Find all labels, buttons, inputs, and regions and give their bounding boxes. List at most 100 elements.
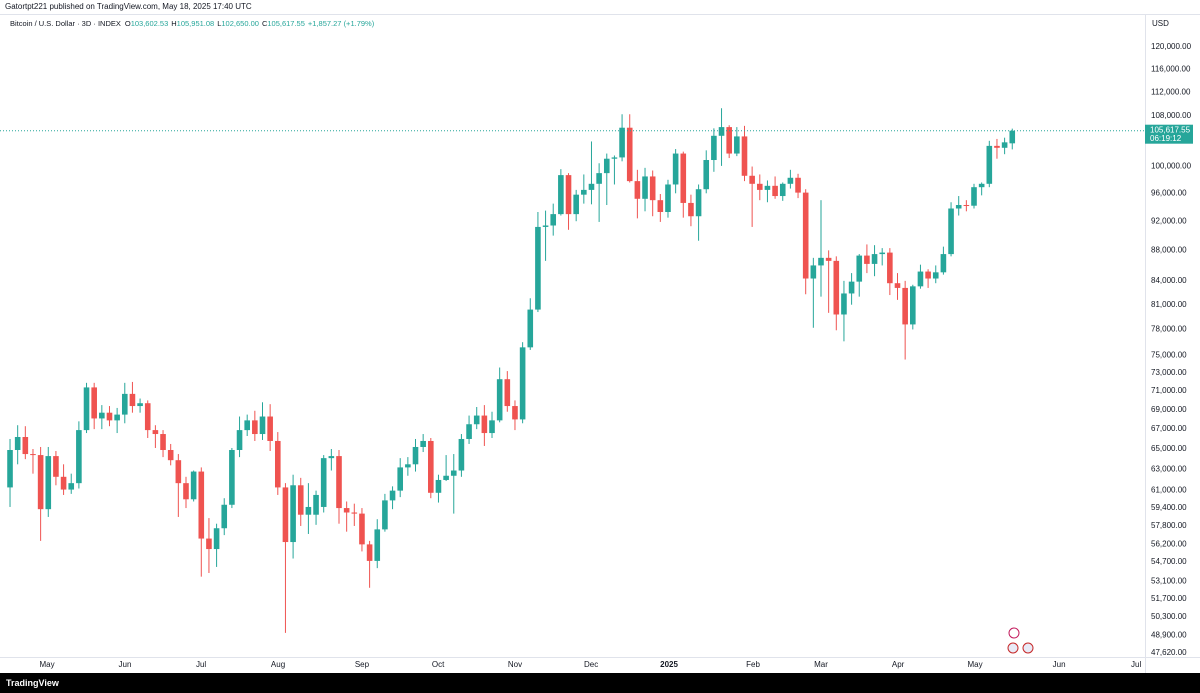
- y-tick-label: 69,000.00: [1151, 405, 1187, 414]
- candle-body: [764, 185, 771, 190]
- y-tick-label: 67,000.00: [1151, 424, 1187, 433]
- candle-body: [99, 412, 105, 419]
- candle-body: [458, 438, 465, 471]
- candle-body: [787, 177, 794, 184]
- candle-body: [848, 281, 855, 294]
- y-tick-label: 78,000.00: [1151, 325, 1187, 334]
- candle-body: [527, 309, 534, 348]
- candle-body: [366, 544, 373, 561]
- candle-body: [978, 183, 985, 188]
- candle-body: [466, 424, 472, 439]
- candle-body: [519, 347, 526, 420]
- candle-body: [726, 127, 732, 154]
- candle-body: [558, 175, 564, 215]
- candle-body: [841, 293, 847, 315]
- candle-body: [917, 271, 924, 287]
- candle-body: [45, 456, 52, 510]
- y-tick-label: 50,300.00: [1151, 612, 1187, 621]
- candle-body: [382, 500, 388, 530]
- candle-body: [450, 470, 457, 476]
- y-tick-label: 108,000.00: [1151, 111, 1192, 120]
- y-tick-label: 84,000.00: [1151, 276, 1187, 285]
- candle-body: [83, 387, 90, 431]
- x-tick-label: May: [968, 660, 983, 669]
- ohlc-value: 102,650.00: [221, 19, 259, 28]
- y-tick-label: 57,800.00: [1151, 521, 1187, 530]
- y-tick-label: 51,700.00: [1151, 594, 1187, 603]
- published-line: Gatortpt221 published on TradingView.com…: [5, 2, 252, 11]
- candle-body: [925, 271, 931, 279]
- candle-body: [167, 449, 174, 461]
- candle-body: [290, 485, 296, 543]
- candle-body: [30, 454, 36, 456]
- candle-body: [114, 414, 120, 421]
- legend: Bitcoin / U.S. Dollar · 3D · INDEX O103,6…: [10, 19, 377, 28]
- candle-body: [473, 415, 480, 425]
- y-tick-label: 88,000.00: [1151, 245, 1187, 254]
- y-tick-label: 61,000.00: [1151, 486, 1187, 495]
- y-tick-label: 63,000.00: [1151, 465, 1187, 474]
- x-tick-label: Jul: [196, 660, 206, 669]
- candle-body: [887, 252, 893, 284]
- candle-body: [144, 403, 151, 431]
- candle-body: [336, 456, 342, 509]
- candle-body: [879, 252, 885, 255]
- candle-body: [818, 257, 824, 266]
- candle-body: [22, 436, 29, 455]
- candle-body: [481, 415, 488, 434]
- y-tick-label: 120,000.00: [1151, 42, 1192, 51]
- x-tick-label: Nov: [508, 660, 522, 669]
- candle-body: [665, 184, 671, 213]
- candle-body: [994, 145, 1000, 148]
- candle-body: [734, 136, 740, 154]
- candle-body: [106, 412, 113, 421]
- candle-body: [932, 272, 939, 279]
- y-tick-label: 65,000.00: [1151, 444, 1187, 453]
- candle-body: [856, 255, 863, 282]
- candle-body: [7, 449, 13, 488]
- candles: [7, 108, 1016, 633]
- candle-body: [634, 181, 641, 199]
- candle-body: [274, 440, 281, 488]
- x-tick-label: Jun: [119, 660, 132, 669]
- candle-body: [535, 226, 541, 310]
- candle-body: [129, 393, 136, 407]
- candle-body: [320, 458, 327, 507]
- candle-body: [910, 286, 916, 325]
- ohlc-key: O: [124, 19, 131, 28]
- x-tick-label: 2025: [660, 660, 678, 669]
- y-tick-label: 54,700.00: [1151, 557, 1187, 566]
- event-icon: [1007, 642, 1019, 654]
- candle-body: [603, 158, 610, 174]
- candle-body: [940, 254, 947, 273]
- candle-body: [756, 183, 763, 190]
- x-tick-label: Feb: [746, 660, 760, 669]
- footer: TradingView: [0, 673, 1200, 693]
- candle-body: [504, 379, 511, 407]
- candle-body: [313, 494, 319, 515]
- candle-body: [137, 403, 143, 407]
- candle-body: [428, 440, 434, 493]
- candle-body: [573, 194, 579, 215]
- candle-body: [183, 483, 189, 500]
- y-tick-label: 48,900.00: [1151, 631, 1187, 640]
- candle-body: [779, 183, 786, 197]
- candle-body: [948, 208, 954, 255]
- y-tick-label: 100,000.00: [1151, 162, 1192, 171]
- candle-body: [297, 485, 304, 515]
- candle-body: [412, 446, 419, 465]
- candle-body: [611, 157, 618, 159]
- y-tick-label: 96,000.00: [1151, 188, 1187, 197]
- event-icon: [1022, 642, 1034, 654]
- candle-body: [802, 192, 809, 279]
- x-tick-label: Jun: [1053, 660, 1066, 669]
- candle-body: [642, 176, 648, 199]
- candle-body: [795, 177, 801, 193]
- x-tick-label: Sep: [355, 660, 370, 669]
- candle-body: [282, 487, 289, 543]
- y-tick-label: 92,000.00: [1151, 216, 1187, 225]
- ohlc-key: L: [217, 19, 222, 28]
- candle-body: [359, 513, 365, 545]
- y-tick-label: 71,000.00: [1151, 386, 1187, 395]
- candle-body: [496, 379, 503, 421]
